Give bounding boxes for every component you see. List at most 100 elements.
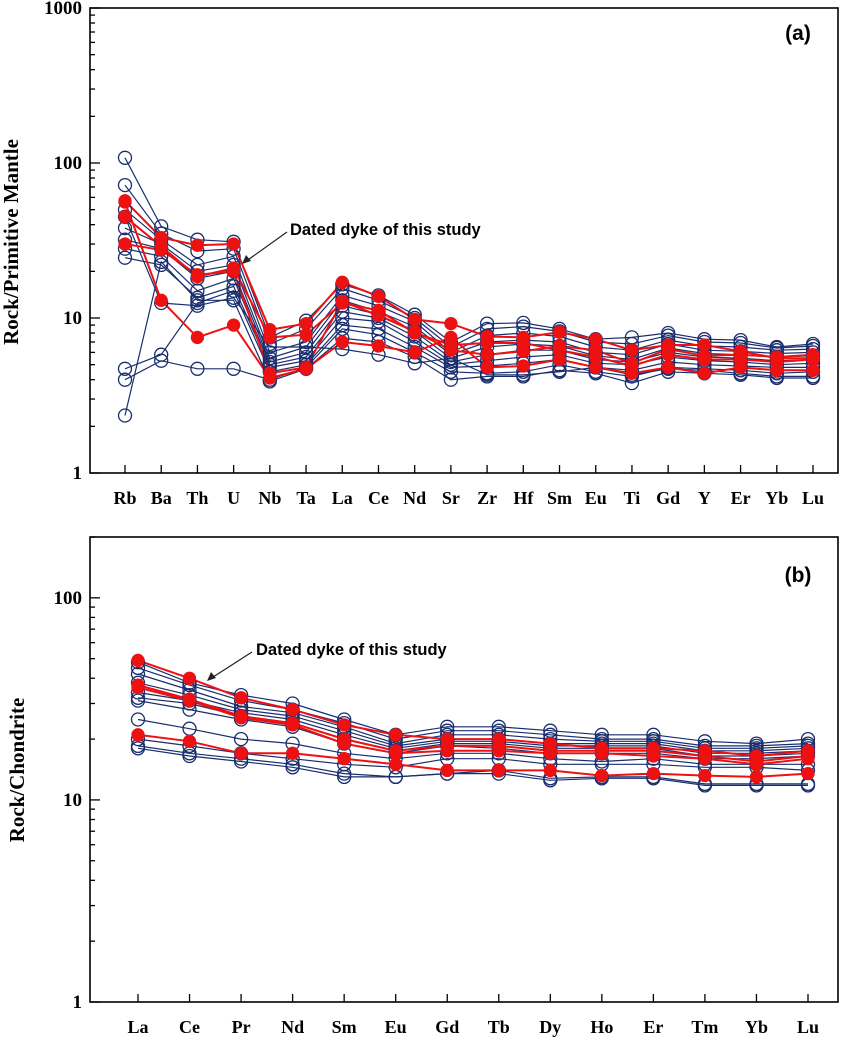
panel-a-annotation-arrow [244,231,288,263]
dated-dyke-point [444,316,458,331]
sample-point [226,290,241,305]
panel-a-annotation: Dated dyke of this study [290,221,482,239]
dated-dyke-point [234,746,248,760]
dated-dyke-point [552,352,567,367]
dated-dyke-point [801,766,815,781]
sample-point [298,345,314,360]
y-tick-label: 1 [73,463,83,484]
sample-point [285,760,300,775]
x-tick-label: Rb [113,488,136,508]
dated-dyke-point [154,243,168,257]
dated-dyke-series-line [137,733,809,778]
dated-dyke-point [408,345,422,360]
sample-point [130,741,146,756]
sample-point [226,279,241,294]
dated-dyke-point [646,766,661,781]
dated-dyke-point [661,342,675,356]
dated-dyke-point [371,308,386,323]
sample-series-line [137,745,808,785]
dated-dyke-point [749,757,764,771]
x-tick-label: Eu [385,1017,407,1037]
dated-dyke-point [625,366,639,380]
dated-dyke-point [190,238,205,252]
panel-b-annotation-arrow [209,651,253,680]
x-tick-label: Ce [368,488,389,508]
dated-dyke-point [552,339,567,353]
dated-dyke-point [480,360,494,375]
dated-dyke-point [299,362,313,376]
dated-dyke-point [492,744,506,758]
panel-a-plot-area [117,150,821,423]
x-tick-label: Er [731,488,751,508]
x-tick-label: Tb [488,1017,510,1037]
panel-b-tag: (b) [785,564,812,587]
sample-point [226,283,241,298]
sample-point [117,408,133,423]
dated-dyke-point [335,335,349,349]
y-tick-label: 1000 [44,0,82,19]
dated-dyke-point [770,350,784,364]
dated-dyke-point [389,746,403,760]
dated-dyke-point [661,360,675,375]
dated-dyke-point [543,746,557,760]
dated-dyke-point [299,328,313,342]
dated-dyke-series-line [137,684,809,763]
x-tick-label: Yb [745,1017,768,1037]
x-tick-label: Ta [296,488,315,508]
x-tick-label: Nd [403,488,426,508]
dated-dyke-point [335,294,349,309]
sample-series-line [137,691,809,754]
dated-dyke-point [646,749,661,763]
dated-dyke-point [234,711,248,725]
dated-dyke-point [749,770,764,784]
x-tick-label: Lu [802,488,824,508]
dated-dyke-point [118,237,132,251]
sample-point [443,360,459,375]
sample-point [190,283,205,298]
dated-dyke-point [335,275,349,289]
sample-point [190,361,205,376]
x-tick-label: Pr [232,1017,251,1037]
x-tick-label: Eu [585,488,607,508]
dated-dyke-point [182,734,197,748]
dated-dyke-point [226,237,241,251]
dated-dyke-point [234,691,248,705]
dated-dyke-point [595,746,609,760]
dated-dyke-point [389,728,403,742]
sample-series-line [137,747,808,787]
y-tick-label: 100 [54,588,83,609]
dated-dyke-point [371,289,386,303]
sample-point [516,315,531,331]
dated-dyke-point [543,763,557,778]
dated-dyke-point [285,718,300,732]
dated-dyke-point [492,763,506,778]
x-tick-label: Zr [477,488,497,508]
x-tick-label: Ti [624,488,641,508]
x-tick-label: Lu [797,1017,819,1037]
sample-point [233,731,249,747]
dated-dyke-point [154,293,168,307]
dated-dyke-point [516,359,530,373]
y-tick-label: 1 [73,992,83,1013]
dated-dyke-point [801,752,815,766]
x-tick-label: Nd [281,1017,304,1037]
dated-dyke-point [118,195,132,209]
sample-point [262,345,277,360]
dated-dyke-point [440,744,454,758]
sample-point [190,293,205,308]
y-tick-label: 10 [63,790,82,811]
dated-dyke-point [733,360,748,375]
x-tick-label: La [127,1017,148,1037]
x-tick-label: Sm [332,1017,357,1037]
panel-b-arrow-head [207,672,216,681]
x-tick-label: La [332,488,353,508]
sample-point [154,353,169,368]
dated-dyke-point [190,330,205,345]
x-tick-label: U [227,488,240,508]
panel-b-x-axis: La Ce Pr Nd Sm Eu Gd Tb Dy Ho Er Tm Yb Lu [127,994,819,1037]
sample-series-line [137,667,809,747]
panel-a-x-axis: Rb Ba Th U Nb Ta La Ce Nd Sr Zr Hf Sm Eu Ti Gd Y Er Yb Lu [113,465,824,508]
x-tick-label: Ba [151,488,172,508]
dated-dyke-point [131,653,145,668]
sample-point [130,712,146,727]
